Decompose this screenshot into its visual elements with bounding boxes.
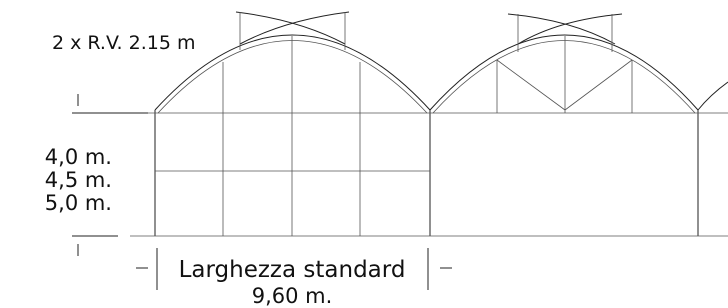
vents-label: 2 x R.V. 2.15 m	[52, 32, 195, 54]
height-label: 4,5 m.	[45, 168, 112, 192]
greenhouse-diagram: 2 x R.V. 2.15 m 4,0 m. 4,5 m. 5,0 m. Lar…	[0, 0, 728, 308]
height-label: 4,0 m.	[45, 145, 112, 169]
width-value: 9,60 m.	[252, 284, 333, 308]
width-label: Larghezza standard	[179, 257, 406, 283]
height-label: 5,0 m.	[45, 191, 112, 215]
